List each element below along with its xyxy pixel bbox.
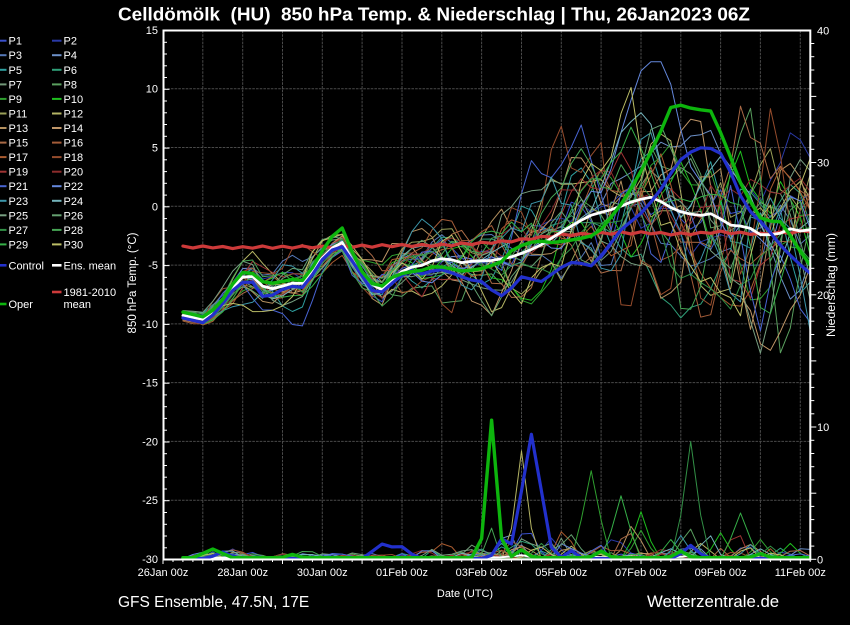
svg-text:P5: P5 [9, 65, 22, 77]
svg-text:-20: -20 [142, 436, 158, 448]
svg-text:P28: P28 [64, 225, 84, 237]
svg-text:5: 5 [152, 143, 158, 155]
svg-text:P24: P24 [64, 196, 84, 208]
svg-text:0: 0 [152, 201, 158, 213]
svg-text:P2: P2 [64, 36, 77, 48]
svg-text:P3: P3 [9, 50, 22, 62]
svg-text:P20: P20 [64, 167, 84, 179]
svg-text:05Feb 00z: 05Feb 00z [535, 567, 587, 579]
svg-text:GFS Ensemble, 47.5N, 17E: GFS Ensemble, 47.5N, 17E [118, 594, 309, 611]
svg-text:P11: P11 [9, 109, 28, 121]
svg-text:P8: P8 [64, 79, 77, 91]
svg-text:Date (UTC): Date (UTC) [437, 588, 493, 600]
svg-text:P9: P9 [9, 94, 22, 106]
svg-text:07Feb 00z: 07Feb 00z [615, 567, 667, 579]
svg-text:mean: mean [64, 299, 92, 311]
svg-text:P30: P30 [64, 239, 84, 251]
svg-text:P26: P26 [64, 210, 84, 222]
svg-text:0: 0 [817, 554, 823, 566]
svg-text:1981-2010: 1981-2010 [64, 287, 117, 299]
svg-text:Wetterzentrale.de: Wetterzentrale.de [647, 592, 779, 611]
svg-text:P16: P16 [64, 138, 84, 150]
svg-text:P18: P18 [64, 152, 84, 164]
svg-text:P4: P4 [64, 50, 77, 62]
svg-text:15: 15 [146, 25, 158, 37]
svg-text:P29: P29 [9, 239, 29, 251]
svg-text:20: 20 [817, 290, 829, 302]
svg-text:850 hPa Temp. (°C): 850 hPa Temp. (°C) [127, 232, 139, 333]
svg-text:P15: P15 [9, 138, 29, 150]
svg-text:Control: Control [9, 260, 44, 272]
svg-text:P1: P1 [9, 36, 22, 48]
svg-text:11Feb 00z: 11Feb 00z [775, 567, 826, 579]
svg-text:P19: P19 [9, 167, 29, 179]
svg-text:P23: P23 [9, 196, 29, 208]
svg-text:-30: -30 [142, 554, 158, 566]
svg-text:P12: P12 [64, 109, 84, 121]
svg-text:40: 40 [817, 25, 829, 37]
svg-text:-5: -5 [148, 260, 158, 272]
svg-text:P10: P10 [64, 94, 84, 106]
svg-text:30: 30 [817, 158, 829, 170]
svg-text:Niederschlag (mm): Niederschlag (mm) [824, 233, 838, 337]
svg-text:P27: P27 [9, 225, 29, 237]
svg-text:P6: P6 [64, 65, 77, 77]
svg-text:P22: P22 [64, 181, 84, 193]
svg-text:Celldömölk (HU) 850 hPa Temp: Celldömölk (HU) 850 hPa Temp. & Niedersc… [118, 5, 750, 25]
svg-text:Oper: Oper [9, 299, 34, 311]
svg-text:28Jan 00z: 28Jan 00z [217, 567, 268, 579]
svg-text:10: 10 [146, 84, 158, 96]
svg-text:P25: P25 [9, 210, 29, 222]
svg-text:Ens. mean: Ens. mean [64, 260, 117, 272]
svg-text:P17: P17 [9, 152, 29, 164]
svg-text:30Jan 00z: 30Jan 00z [297, 567, 348, 579]
svg-text:-25: -25 [142, 495, 158, 507]
svg-text:10: 10 [817, 422, 829, 434]
svg-text:26Jan 00z: 26Jan 00z [138, 567, 189, 579]
svg-text:-15: -15 [142, 378, 158, 390]
svg-text:P21: P21 [9, 181, 29, 193]
svg-text:P14: P14 [64, 123, 84, 135]
svg-text:01Feb 00z: 01Feb 00z [376, 567, 428, 579]
svg-text:03Feb 00z: 03Feb 00z [456, 567, 508, 579]
svg-text:P7: P7 [9, 79, 22, 91]
svg-text:P13: P13 [9, 123, 29, 135]
svg-text:-10: -10 [142, 319, 158, 331]
svg-text:09Feb 00z: 09Feb 00z [695, 567, 747, 579]
